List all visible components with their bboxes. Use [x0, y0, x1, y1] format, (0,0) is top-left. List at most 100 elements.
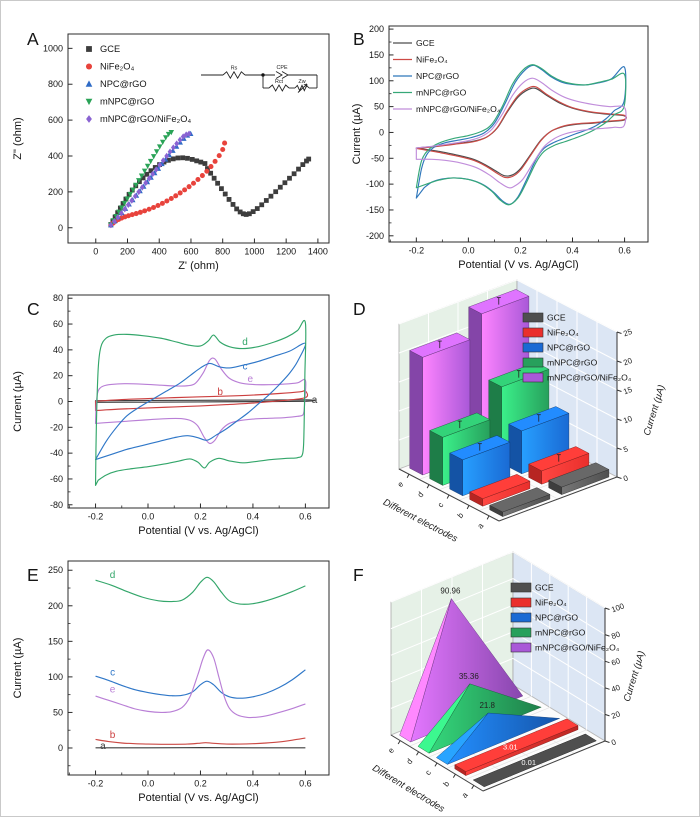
svg-text:c: c — [110, 668, 115, 679]
svg-text:-50: -50 — [371, 153, 384, 163]
svg-text:a: a — [460, 790, 470, 800]
plot-frame — [388, 25, 649, 243]
svg-text:mNPC@rGO: mNPC@rGO — [547, 358, 598, 368]
y-axis-label: Current (µA) — [12, 638, 24, 699]
pyramid-3d — [472, 733, 597, 788]
svg-text:a: a — [312, 395, 318, 406]
svg-text:mNPC@rGO/NiFe₂O₄: mNPC@rGO/NiFe₂O₄ — [100, 114, 191, 124]
svg-text:0: 0 — [622, 473, 630, 483]
svg-text:0.2: 0.2 — [194, 512, 207, 522]
series-c-npc-rgo — [95, 669, 306, 699]
svg-text:200: 200 — [120, 247, 135, 257]
svg-text:0.4: 0.4 — [566, 246, 579, 256]
svg-text:d: d — [405, 757, 415, 766]
y-axis-label: Current (µA) — [351, 104, 363, 165]
svg-text:200: 200 — [48, 601, 63, 611]
legend: GCE NiFe₂O₄ NPC@rGO mNPC@rGO mNPC@rGO/NiFe₂O… — [393, 38, 501, 114]
svg-text:GCE: GCE — [100, 44, 120, 54]
svg-text:GCE: GCE — [547, 313, 566, 323]
svg-text:800: 800 — [48, 79, 63, 89]
panel-e: E -0.2 0.0 0.2 0.4 0.6 0 50 100 150 200 250 Potenti… — [1, 545, 351, 816]
bar3d-cv-peak-currents: 0 5 10 15 20 25 Current (µA) e d c ba Different ele… — [381, 279, 668, 545]
svg-text:-100: -100 — [366, 179, 384, 189]
svg-text:b: b — [456, 510, 466, 520]
bar-3d — [528, 446, 590, 485]
z-axis: 0 5 10 15 20 25 Current (µA) — [616, 327, 668, 483]
svg-text:40: 40 — [53, 345, 63, 355]
svg-text:0: 0 — [58, 223, 63, 233]
svg-text:Zw: Zw — [298, 79, 305, 85]
svg-text:0.6: 0.6 — [299, 779, 312, 789]
svg-text:80: 80 — [610, 629, 622, 641]
x-axis: -0.2 0.0 0.2 0.4 0.6 — [68, 503, 312, 522]
svg-text:c: c — [243, 362, 248, 373]
legend: GCE NiFe₂O₄ NPC@rGO mNPC@rGO mNPC@rGO/NiFe₂O… — [522, 313, 632, 383]
value-label: 21.8 — [479, 701, 495, 710]
svg-text:-200: -200 — [366, 231, 384, 241]
panel-c: C -0.2 0.0 0.2 0.4 0.6 -80 -60 -40 -20 0 20 40 60 80 P… — [1, 273, 351, 545]
panel-d: D 0 5 10 15 20 25 Current (µA) e d c b a Different e… — [351, 273, 700, 545]
svg-text:-40: -40 — [50, 448, 63, 458]
svg-text:1000: 1000 — [244, 247, 264, 257]
value-label: 3.01 — [503, 743, 518, 752]
svg-text:150: 150 — [369, 50, 384, 60]
svg-text:1000: 1000 — [43, 43, 63, 53]
svg-text:-80: -80 — [50, 500, 63, 510]
svg-text:0.6: 0.6 — [618, 246, 631, 256]
svg-text:NiFe₂O₄: NiFe₂O₄ — [416, 55, 448, 65]
svg-text:0: 0 — [379, 127, 384, 137]
value-label: 90.96 — [440, 587, 461, 596]
x-axis-label: Potential (V vs. Ag/AgCl) — [138, 525, 258, 537]
svg-text:-0.2: -0.2 — [88, 512, 104, 522]
svg-text:mNPC@rGO: mNPC@rGO — [535, 628, 586, 638]
svg-text:80: 80 — [53, 293, 63, 303]
series-mnpc-rgo — [108, 130, 175, 228]
pyramid-3d — [436, 712, 560, 765]
series-e-mnpc-rgo-nife-o- — [95, 649, 306, 719]
svg-text:-0.2: -0.2 — [88, 779, 104, 789]
svg-text:mNPC@rGO: mNPC@rGO — [100, 97, 154, 107]
svg-text:b: b — [441, 779, 451, 789]
series-d-mnpc-rgo — [95, 576, 306, 605]
svg-text:NPC@rGO: NPC@rGO — [535, 613, 578, 623]
plot-frame — [67, 560, 330, 776]
svg-text:NPC@rGO: NPC@rGO — [100, 79, 147, 89]
series-d-mnpc-rgo — [94, 319, 307, 486]
y-axis-label: Z" (ohm) — [12, 117, 24, 159]
z-axis-label: Current (µA) — [642, 384, 668, 437]
panel-letter-b: B — [353, 29, 365, 49]
svg-text:NPC@rGO: NPC@rGO — [547, 343, 590, 353]
value-label: 35.36 — [459, 672, 480, 681]
svg-text:-150: -150 — [366, 205, 384, 215]
legend: GCE NiFe₂O₄ NPC@rGO mNPC@rGO mNPC@rGO/NiFe₂O… — [510, 583, 620, 653]
equivalent-circuit-inset: Rs CPE Rct Zw — [201, 65, 318, 93]
x-axis: 0 200 400 600 800 1000 1200 1400 — [93, 238, 328, 257]
svg-text:0.6: 0.6 — [299, 512, 312, 522]
svg-text:20: 20 — [610, 709, 622, 721]
svg-text:NPC@rGO: NPC@rGO — [416, 71, 459, 81]
svg-text:250: 250 — [48, 565, 63, 575]
panel-f: F 90.96 35.36 21.8 3.01 0.01 0 20 40 60 80 100 Curr… — [351, 545, 700, 816]
svg-text:c: c — [423, 768, 432, 777]
cv-comparison-plot: -0.2 0.0 0.2 0.4 0.6 -200 -150 -100 -50 0 50 100 150… — [351, 24, 649, 271]
legend: GCE NiFe₂O₄ NPC@rGO mNPC@rGO mNPC@rGO/NiFe₂O… — [85, 44, 191, 124]
z-axis-label: Current (µA) — [622, 650, 648, 703]
svg-text:0.0: 0.0 — [142, 779, 155, 789]
series-b-nife-o- — [94, 390, 309, 412]
svg-text:5: 5 — [622, 444, 630, 454]
series-mnpc-rgo-nife-o- — [415, 77, 627, 189]
svg-text:-60: -60 — [50, 474, 63, 484]
bar-3d — [489, 487, 551, 517]
svg-text:20: 20 — [53, 371, 63, 381]
svg-text:d: d — [416, 490, 426, 499]
svg-text:25: 25 — [622, 327, 634, 339]
svg-text:15: 15 — [622, 385, 634, 397]
svg-text:10: 10 — [622, 414, 634, 426]
svg-text:60: 60 — [53, 319, 63, 329]
curve-labels: d ce b a — [217, 337, 317, 406]
svg-text:-0.2: -0.2 — [409, 246, 425, 256]
svg-text:d: d — [110, 570, 116, 581]
series-a-gce — [94, 399, 316, 403]
svg-text:c: c — [436, 500, 445, 509]
